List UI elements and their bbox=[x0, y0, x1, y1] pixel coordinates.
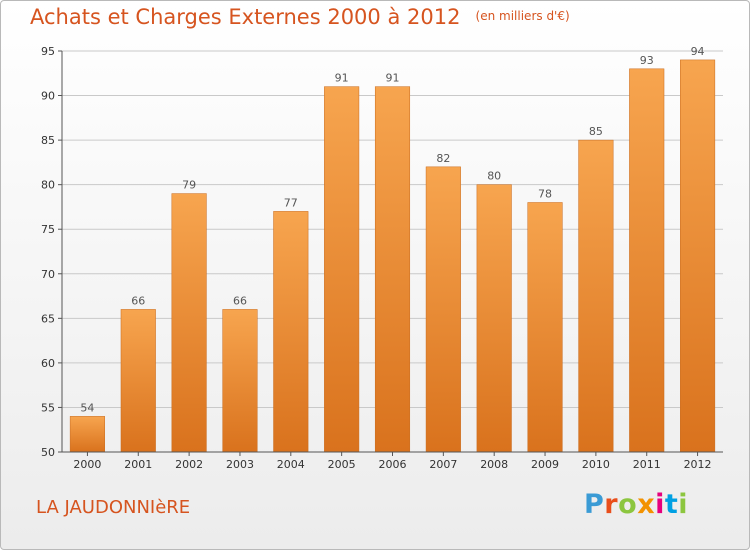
y-tick-label-95: 95 bbox=[41, 45, 55, 58]
data-label-2001: 66 bbox=[131, 294, 145, 307]
bar-2007 bbox=[425, 166, 461, 453]
proxiti-logo: Proxiti bbox=[584, 489, 688, 520]
data-label-2002: 79 bbox=[182, 179, 196, 192]
labels: 50 55 60 65 70 75 80 85 90 95 54 2000 66 2001 79 2002 66… bbox=[41, 45, 712, 471]
x-tick-label-2006: 2006 bbox=[379, 458, 407, 471]
logo-letter: i bbox=[655, 489, 665, 520]
bar-2000 bbox=[69, 416, 105, 453]
data-label-2004: 77 bbox=[284, 196, 298, 209]
y-tick-label-55: 55 bbox=[41, 401, 55, 414]
logo-letter: t bbox=[664, 489, 679, 520]
data-label-2010: 85 bbox=[589, 125, 603, 138]
x-tick-label-2012: 2012 bbox=[684, 458, 712, 471]
logo-letter: r bbox=[604, 489, 619, 520]
y-tick-label-70: 70 bbox=[41, 268, 55, 281]
bar-2008 bbox=[476, 184, 512, 453]
y-tick-label-80: 80 bbox=[41, 179, 55, 192]
bar-2004 bbox=[273, 211, 309, 453]
place-name: LA JAUDONNIèRE bbox=[36, 497, 191, 518]
bar-2006 bbox=[374, 86, 411, 453]
chart-title: Achats et Charges Externes 2000 à 2012 bbox=[30, 5, 461, 29]
y-tick-label-85: 85 bbox=[41, 134, 55, 147]
axes bbox=[58, 50, 723, 456]
logo-letter: P bbox=[584, 489, 605, 520]
data-label-2007: 82 bbox=[436, 152, 450, 165]
data-label-2003: 66 bbox=[233, 294, 247, 307]
x-tick-label-2003: 2003 bbox=[226, 458, 254, 471]
bar-2011 bbox=[629, 68, 665, 453]
x-tick-label-2002: 2002 bbox=[175, 458, 203, 471]
x-tick-label-2005: 2005 bbox=[328, 458, 356, 471]
x-tick-label-2009: 2009 bbox=[531, 458, 559, 471]
data-label-2006: 91 bbox=[386, 72, 400, 85]
bar-2002 bbox=[171, 193, 207, 453]
bar-2001 bbox=[120, 309, 156, 453]
data-label-2009: 78 bbox=[538, 187, 552, 200]
x-tick-label-2007: 2007 bbox=[429, 458, 457, 471]
y-tick-label-50: 50 bbox=[41, 446, 55, 459]
bar-2010 bbox=[578, 139, 614, 453]
chart-title-row: Achats et Charges Externes 2000 à 2012 (… bbox=[30, 5, 570, 29]
bar-2009 bbox=[527, 202, 563, 453]
y-tick-label-60: 60 bbox=[41, 357, 55, 370]
y-tick-label-65: 65 bbox=[41, 312, 55, 325]
y-tick-label-75: 75 bbox=[41, 223, 55, 236]
x-tick-label-2011: 2011 bbox=[633, 458, 661, 471]
bar-2003 bbox=[222, 309, 258, 453]
data-label-2008: 80 bbox=[487, 170, 501, 183]
logo-letter: i bbox=[678, 489, 689, 520]
logo-letter: x bbox=[637, 489, 656, 520]
x-tick-label-2000: 2000 bbox=[73, 458, 101, 471]
bar-2005 bbox=[324, 86, 360, 453]
chart-subtitle: (en milliers d'€) bbox=[475, 9, 570, 23]
x-tick-label-2008: 2008 bbox=[480, 458, 508, 471]
data-label-2005: 91 bbox=[335, 72, 349, 85]
logo-letter: o bbox=[618, 489, 638, 520]
data-label-2012: 94 bbox=[691, 45, 705, 58]
x-tick-label-2001: 2001 bbox=[124, 458, 152, 471]
data-label-2000: 54 bbox=[80, 401, 94, 414]
x-tick-label-2010: 2010 bbox=[582, 458, 610, 471]
x-tick-label-2004: 2004 bbox=[277, 458, 305, 471]
bar-2012 bbox=[680, 59, 716, 453]
bars bbox=[69, 59, 716, 453]
data-label-2011: 93 bbox=[640, 54, 654, 67]
y-tick-label-90: 90 bbox=[41, 90, 55, 103]
